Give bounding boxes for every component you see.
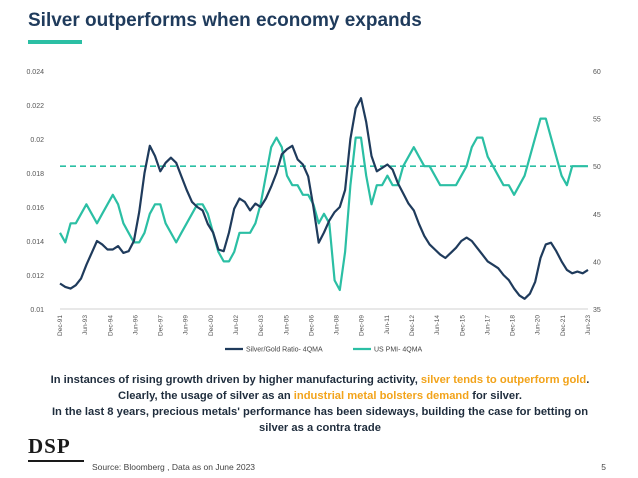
- x-tick-label: Dec-03: [258, 315, 265, 336]
- chart: 0.01 0.012 0.014 0.016 0.018 0.02 0.022 0.024 3…: [26, 69, 601, 354]
- x-tick-label: Jun-02: [233, 315, 240, 335]
- x-tick-label: Jun-96: [132, 315, 139, 335]
- y-right-tick-label: 35: [593, 307, 601, 314]
- x-tick-label: Dec-18: [510, 315, 517, 336]
- x-tick-label: Dec-21: [560, 315, 567, 336]
- body-text-part: In instances of rising growth driven by …: [50, 374, 421, 386]
- body-highlight: silver tends to outperform gold: [420, 374, 587, 386]
- y-left-tick-label: 0.018: [26, 171, 44, 178]
- x-tick-label: Jun-99: [183, 315, 190, 335]
- x-tick-label: Dec-94: [107, 315, 114, 336]
- x-tick-label: Dec-09: [359, 315, 366, 336]
- body-text-part: for silver.: [469, 390, 522, 402]
- y-left-tick-label: 0.02: [30, 137, 44, 144]
- y-right-tick-label: 60: [593, 69, 601, 76]
- x-tick-label: Jun-23: [585, 315, 592, 335]
- y-right-tick-label: 55: [593, 117, 601, 124]
- x-tick-label: Jun-11: [384, 315, 391, 335]
- body-text-part: In the last 8 years, precious metals' pe…: [51, 406, 589, 434]
- y-left-tick-label: 0.014: [26, 239, 44, 246]
- source-note: Source: Bloomberg , Data as on June 2023: [92, 462, 256, 472]
- y-left-tick-label: 0.022: [26, 103, 44, 110]
- x-tick-label: Dec-12: [409, 315, 416, 336]
- x-tick-label: Jun-14: [434, 315, 441, 335]
- page-title: Silver outperforms when economy expands: [28, 10, 422, 31]
- body-highlight: industrial metal bolsters demand: [293, 390, 470, 402]
- body-text: In instances of rising growth driven by …: [40, 372, 600, 436]
- page-number: 5: [601, 462, 606, 472]
- silver-gold-ratio-line: [59, 97, 589, 300]
- x-tick-label: Dec-91: [57, 315, 64, 336]
- x-tick-label: Dec-00: [208, 315, 215, 336]
- x-tick-label: Jun-93: [82, 315, 89, 335]
- title-accent-bar: [28, 40, 82, 44]
- y-left-tick-label: 0.016: [26, 205, 44, 212]
- dsp-logo: DSP: [28, 434, 71, 458]
- x-tick-label: Jun-08: [334, 315, 341, 335]
- y-right-tick-label: 50: [593, 164, 601, 171]
- y-left-tick-label: 0.024: [26, 69, 44, 76]
- y-right-tick-label: 45: [593, 212, 601, 219]
- legend-label: US PMI- 4QMA: [374, 347, 423, 354]
- y-right-tick-label: 40: [593, 259, 601, 266]
- y-left-tick-label: 0.01: [30, 307, 44, 314]
- x-tick-label: Jun-05: [283, 315, 290, 335]
- x-tick-label: Dec-97: [158, 315, 165, 336]
- logo-underline: [28, 460, 84, 462]
- x-tick-label: Jun-17: [484, 315, 491, 335]
- legend-label: Silver/Gold Ratio- 4QMA: [246, 347, 323, 354]
- us-pmi-line: [59, 117, 588, 292]
- body-text-part: . Clearly, the usage of silver as an: [118, 374, 590, 402]
- x-tick-label: Jun-20: [535, 315, 542, 335]
- x-tick-label: Dec-15: [459, 315, 466, 336]
- y-left-tick-label: 0.012: [26, 273, 44, 280]
- x-tick-label: Dec-06: [308, 315, 315, 336]
